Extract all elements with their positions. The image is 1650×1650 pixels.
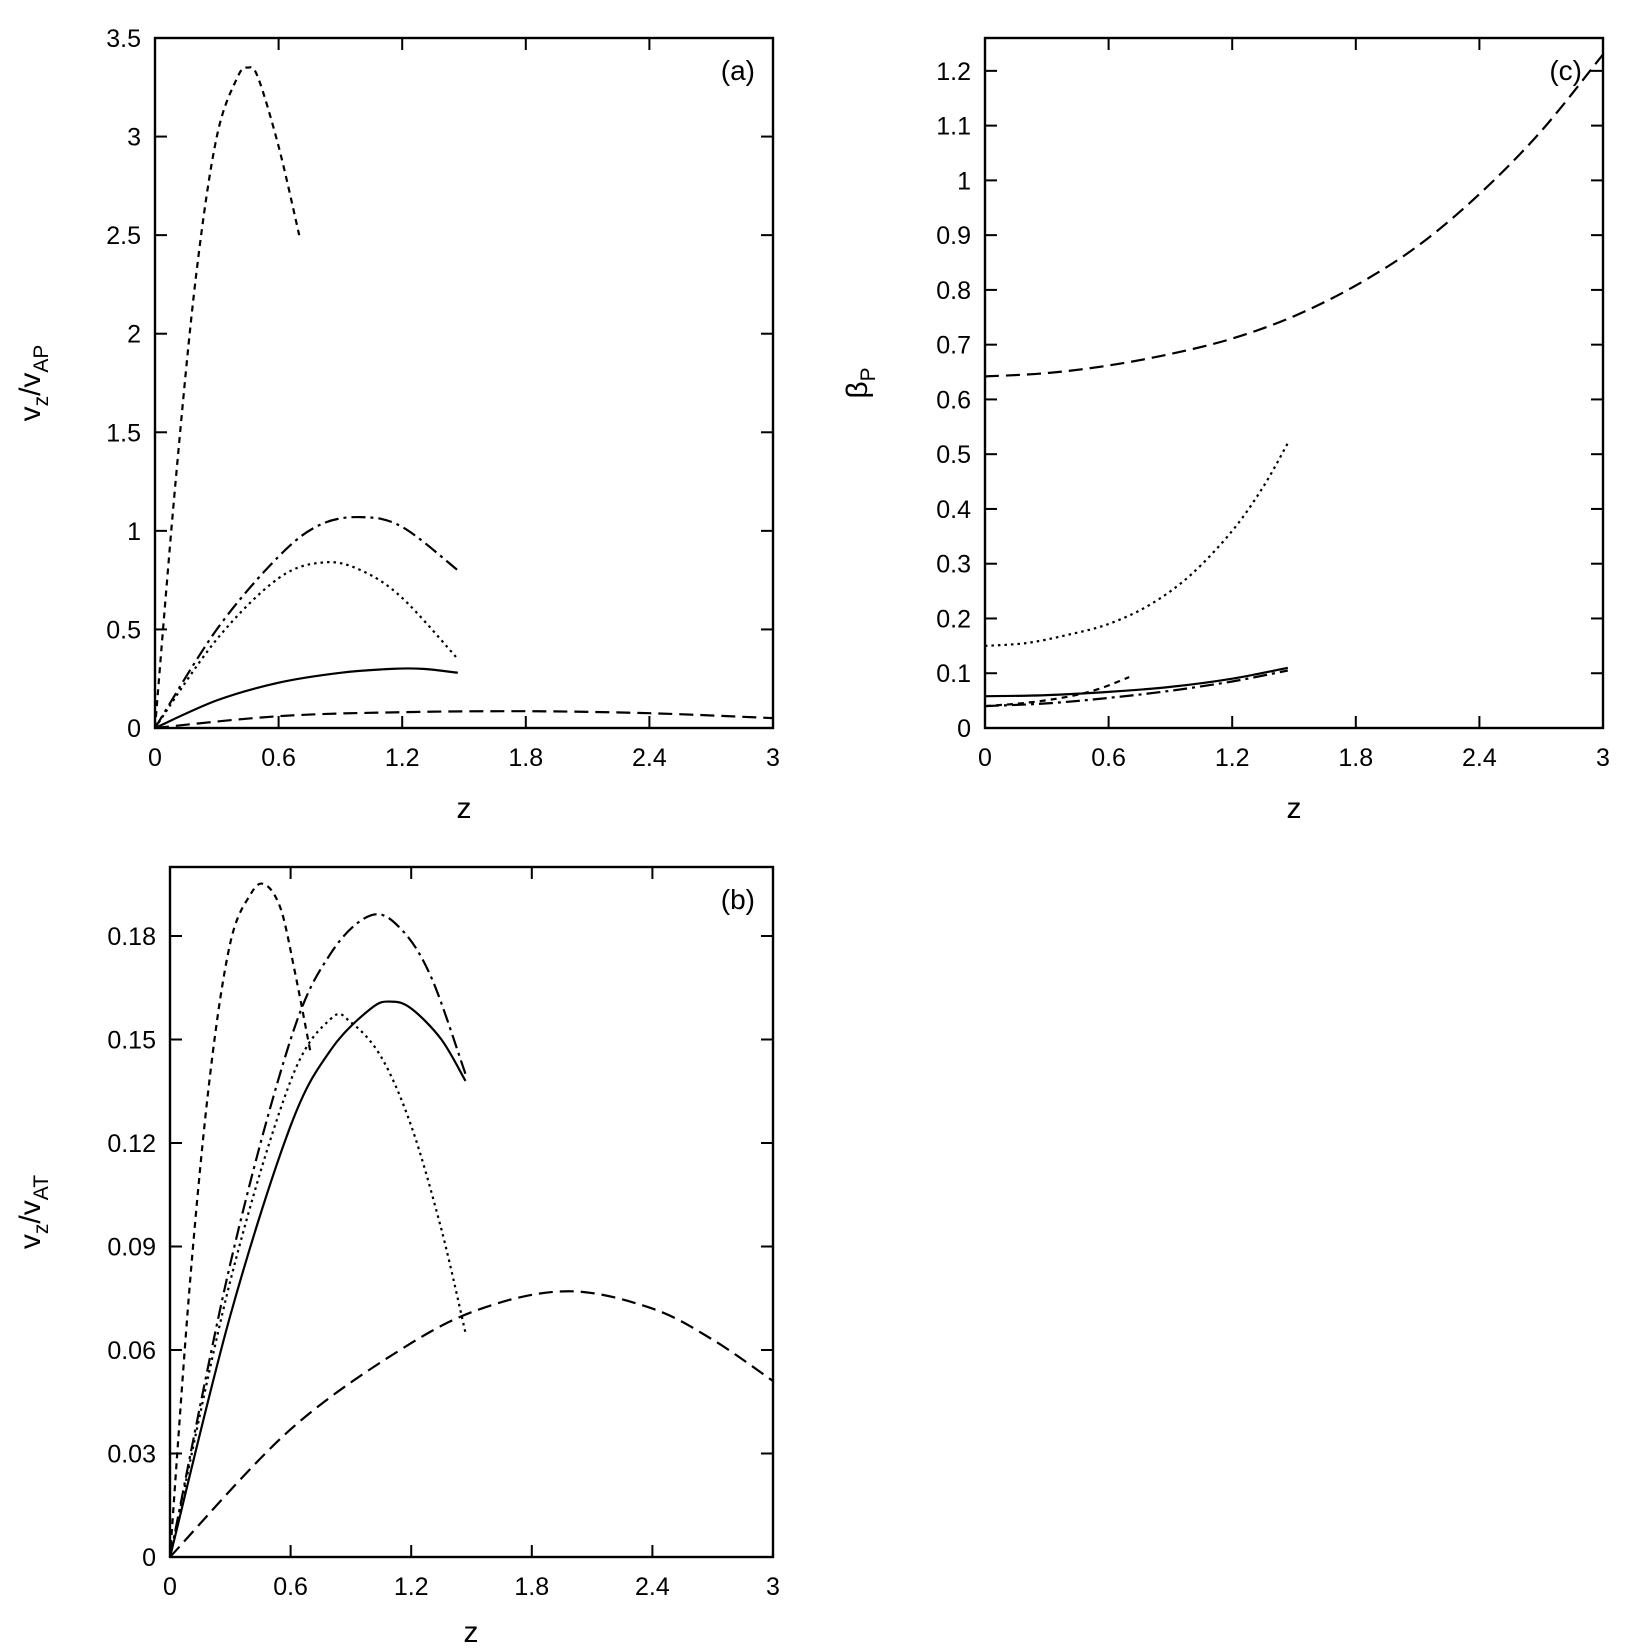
panel-c-x-axis-label: z [1287, 792, 1302, 825]
y-tick-label: 1 [957, 167, 971, 195]
panel-a-y-label-main: v [14, 406, 47, 421]
x-tick-label: 1.2 [1215, 744, 1250, 772]
y-tick-label: 1 [127, 518, 141, 546]
series-line-short-dashed [153, 66, 301, 729]
series-line-dashed [169, 1290, 774, 1558]
panel-a-x-axis-label: z [457, 792, 472, 825]
y-tick-label: 0 [142, 1544, 156, 1572]
series-line-dotted [168, 1012, 467, 1558]
x-tick-label: 1.2 [385, 744, 420, 772]
series-line-dash-dot [984, 669, 1289, 708]
panel-a-ticks [154, 37, 774, 729]
x-tick-label: 0.6 [1091, 744, 1126, 772]
y-tick-label: 0.12 [107, 1130, 156, 1158]
panel-a-y-label-sub2: AP [30, 345, 53, 373]
panel-a-curves [153, 66, 774, 730]
x-tick-label: 2.4 [632, 744, 667, 772]
y-tick-label: 1.2 [936, 58, 971, 86]
panel-a-tick-labels: 0 0.6 1.2 1.8 2.4 3 0 0.5 1 1.5 2 2.5 3 3.5 [106, 25, 780, 772]
panel-b-x-axis-label: z [464, 1616, 479, 1649]
y-tick-label: 2.5 [106, 222, 141, 250]
panel-a-label: (a) [721, 55, 755, 86]
panel-b-tick-labels: 0 0.6 1.2 1.8 2.4 3 0 0.03 0.06 0.09 0.12 0.15 0.18 [107, 923, 780, 1601]
panel-b-y-label-sub1: z [30, 1224, 53, 1235]
panel-b-label: (b) [721, 884, 755, 915]
y-tick-label: 3.5 [106, 25, 141, 53]
panel-a-y-label-sub1: z [30, 396, 53, 407]
x-tick-label: 0 [163, 1573, 177, 1601]
y-tick-label: 0.8 [936, 277, 971, 305]
series-line-dotted [154, 561, 459, 729]
y-tick-label: 0.9 [936, 222, 971, 250]
panel-b-y-label-sep: /v [14, 1200, 47, 1223]
y-tick-label: 0.7 [936, 332, 971, 360]
panel-c-frame [983, 36, 1605, 730]
series-line-dotted [984, 442, 1289, 647]
y-tick-label: 0.15 [107, 1027, 156, 1055]
series-line-solid [154, 667, 458, 730]
y-tick-label: 1.5 [106, 419, 141, 447]
x-tick-label: 0.6 [273, 1573, 308, 1601]
series-line-short-dashed [984, 676, 1130, 708]
panel-b: 0 0.6 1.2 1.8 2.4 300.030.060.090.120.150.18 … [14, 865, 780, 1649]
x-tick-label: 3 [1596, 744, 1610, 772]
y-tick-label: 0.5 [936, 441, 971, 469]
x-tick-label: 3 [766, 744, 780, 772]
y-tick-label: 0.09 [107, 1234, 156, 1262]
series-line-dashed [154, 710, 774, 730]
series-line-dashed [984, 53, 1604, 378]
y-tick-label: 0 [127, 715, 141, 743]
x-tick-label: 3 [766, 1573, 780, 1601]
panel-b-y-axis-label: vz/vAT [14, 1175, 53, 1249]
panel-a-y-axis-label: vz/vAP [14, 345, 53, 422]
panel-c-ticks [984, 38, 1604, 729]
panel-c-y-label-main: β [841, 381, 874, 398]
x-tick-label: 0 [978, 744, 992, 772]
series-line-solid [984, 666, 1289, 698]
y-tick-label: 0.2 [936, 605, 971, 633]
x-tick-label: 2.4 [1462, 744, 1497, 772]
panel-c: 0 0.6 1.2 1.8 2.4 3 0 0.1 0.2 0.3 0.4 0.5 0.6 0.7 0.8 0… [841, 36, 1610, 825]
panel-c-label: (c) [1549, 55, 1582, 86]
y-tick-label: 0 [957, 715, 971, 743]
series-line-short-dashed [168, 882, 312, 1558]
panel-c-curves [984, 53, 1604, 708]
panel-a: 0 0.6 1.2 1.8 2.4 300.511.522.533.5 (a) z vz/… [14, 25, 780, 825]
x-tick-label: 1.8 [514, 1573, 549, 1601]
x-tick-label: 1.2 [394, 1573, 429, 1601]
y-tick-label: 0.18 [107, 923, 156, 951]
y-tick-label: 0.6 [936, 386, 971, 414]
x-tick-label: 1.8 [508, 744, 543, 772]
y-tick-label: 2 [127, 321, 141, 349]
y-tick-label: 0.1 [936, 660, 971, 688]
series-line-solid [168, 1000, 467, 1558]
x-tick-label: 0 [148, 744, 162, 772]
y-tick-label: 0.4 [936, 496, 971, 524]
panel-c-tick-labels: 0 0.6 1.2 1.8 2.4 3 0 0.1 0.2 0.3 0.4 0.5 0.6 0.7 0.8 0… [936, 58, 1610, 772]
y-tick-label: 0.5 [106, 616, 141, 644]
y-tick-label: 0.3 [936, 551, 971, 579]
panel-a-frame [153, 36, 775, 730]
y-tick-label: 0.06 [107, 1337, 156, 1365]
y-tick-label: 3 [127, 124, 141, 152]
y-tick-label: 1.1 [936, 113, 971, 141]
panel-b-ticks [169, 867, 774, 1558]
panel-c-y-label-sub1: P [857, 367, 880, 381]
panel-a-y-label-sep: /v [14, 373, 47, 396]
series-line-dash-dot [154, 515, 459, 729]
panel-b-y-label-sub2: AT [30, 1175, 53, 1200]
panel-c-y-axis-label: βP [841, 367, 880, 398]
series-line-dash-dot [168, 913, 467, 1558]
y-tick-label: 0.03 [107, 1441, 156, 1469]
x-tick-label: 0.6 [261, 744, 296, 772]
x-tick-label: 1.8 [1338, 744, 1373, 772]
panel-b-curves [168, 882, 774, 1558]
x-tick-label: 2.4 [635, 1573, 670, 1601]
panel-b-y-label-main: v [14, 1234, 47, 1249]
panel-b-frame [168, 865, 775, 1559]
